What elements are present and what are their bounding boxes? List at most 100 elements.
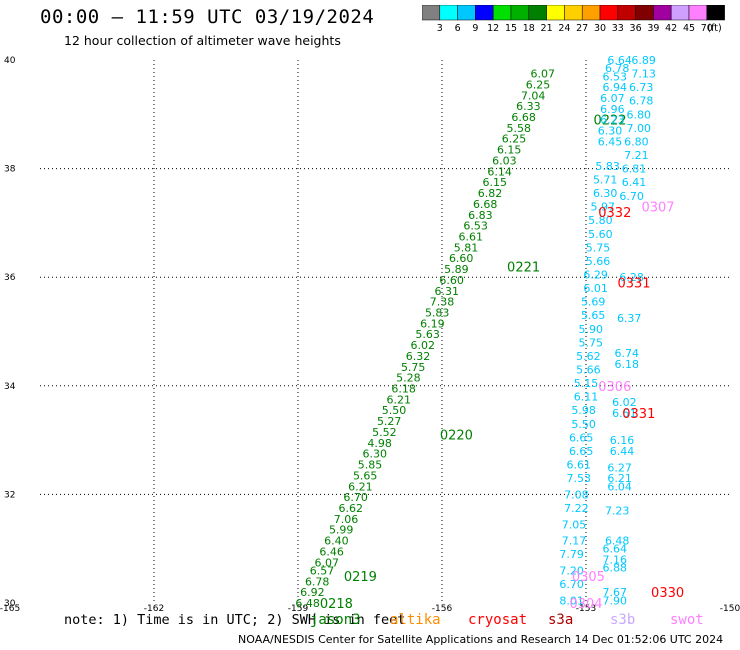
legend-item-jason3: jason3: [310, 612, 361, 628]
wave-height-point: 5.27: [377, 415, 402, 428]
pass-time-label: 0222: [593, 114, 626, 129]
x-tick-label: -150: [720, 604, 740, 612]
wave-height-point: 6.21: [607, 472, 632, 485]
wave-height-point: 7.38: [430, 296, 455, 309]
colorbar-tick-label: 45: [683, 23, 695, 34]
wave-height-point: 5.71: [593, 173, 618, 186]
wave-height-point: 6.32: [406, 350, 431, 363]
wave-height-point: 6.94: [603, 81, 628, 94]
wave-height-point: 7.22: [564, 502, 589, 515]
wave-height-point: 7.08: [564, 488, 589, 501]
wave-height-point: 7.17: [562, 535, 587, 548]
wave-height-point: 6.37: [617, 312, 642, 325]
wave-height-point: 5.28: [396, 372, 421, 385]
colorbar-tick-label: 24: [558, 23, 570, 34]
y-tick-label: 38: [4, 165, 16, 175]
legend-item-swot: swot: [670, 612, 704, 628]
wave-height-point: 6.30: [363, 448, 388, 461]
colorbar-tick-label: 15: [505, 23, 517, 34]
legend-item-s3a: s3a: [548, 612, 574, 628]
wave-height-point: 6.68: [511, 111, 536, 124]
wave-height-map: -165 -162 -159 -156 -153 -150 30 32 34 36 38 40 6.48…: [0, 54, 740, 612]
colorbar-tick-label: 21: [541, 23, 553, 34]
wave-height-point: 6.70: [559, 578, 584, 591]
wave-height-point: 6.25: [526, 78, 551, 91]
legend-item-s3b: s3b: [610, 612, 636, 628]
wave-height-point: 7.23: [605, 505, 630, 518]
wave-height-point: 6.40: [324, 535, 349, 548]
colorbar-tick-label: 9: [472, 23, 478, 34]
wave-height-point: 6.64: [607, 54, 632, 67]
pass-time-label: 0330: [651, 586, 684, 601]
colorbar-unit-label: (ft): [707, 23, 721, 34]
wave-height-point: 6.61: [567, 459, 592, 472]
wave-height-point: 6.18: [391, 383, 416, 396]
wave-height-point: 5.75: [401, 361, 426, 374]
x-tick-label: -159: [288, 604, 309, 612]
legend-item-altika: altika: [390, 612, 441, 628]
wave-height-point: 5.97: [591, 201, 616, 214]
wave-height-point: 5.83: [425, 306, 450, 319]
wave-height-point: 6.44: [610, 445, 635, 458]
colorbar-tick-label: 6: [455, 23, 461, 34]
wave-height-point: 5.81: [454, 241, 479, 254]
pass-time-label: 0331: [622, 407, 655, 422]
wave-height-point: 6.30: [598, 125, 623, 138]
wave-height-point: 5.63: [415, 328, 440, 341]
y-tick-label: 36: [4, 273, 16, 283]
wave-height-point: 6.57: [310, 564, 335, 577]
wave-height-point: 5.66: [576, 364, 601, 377]
wave-height-point: 5.65: [353, 469, 378, 482]
pass-time-label: 0218: [320, 597, 353, 612]
legend-item-cryosat: cryosat: [468, 612, 528, 628]
wave-height-point: 6.30: [593, 187, 618, 200]
pass-time-label: 0331: [617, 277, 650, 292]
pass-time-label: 0332: [598, 206, 631, 221]
wave-height-point: 7.67: [603, 586, 628, 599]
wave-height-point: 6.73: [629, 81, 654, 94]
wave-height-point: 7.16: [603, 554, 628, 567]
wave-height-point: 6.21: [387, 393, 412, 406]
wave-height-point: 6.28: [619, 271, 644, 284]
colorbar-tick-label: 12: [487, 23, 499, 34]
wave-height-point: 6.65: [569, 431, 594, 444]
wave-height-point: 6.29: [583, 268, 608, 281]
wave-height-point: 6.48: [295, 597, 320, 610]
wave-height-point: 6.80: [624, 135, 649, 148]
y-tick-label: 40: [4, 56, 16, 66]
wave-height-point: 6.83: [468, 209, 493, 222]
wave-height-point: 6.31: [435, 285, 460, 298]
chart-subtitle: 12 hour collection of altimeter wave hei…: [64, 33, 341, 48]
wave-height-point: 7.04: [521, 89, 546, 102]
wave-height-point: 6.51: [612, 407, 637, 420]
pass-time-label: 0220: [440, 429, 473, 444]
wave-height-point: 6.70: [619, 190, 644, 203]
wave-height-point: 7.53: [567, 472, 592, 485]
wave-height-point: 8.01: [559, 594, 584, 607]
wave-height-point: 5.58: [507, 122, 532, 135]
wave-height-point: 6.11: [574, 391, 599, 404]
wave-height-point: 6.45: [598, 135, 623, 148]
wave-height-point: 5.65: [581, 309, 606, 322]
wave-height-point: 6.07: [531, 68, 556, 81]
wave-height-point: 7.05: [562, 518, 587, 531]
wave-height-point: 5.99: [329, 524, 354, 537]
colorbar-tick-label: 36: [630, 23, 642, 34]
x-tick-label: -153: [576, 604, 596, 612]
y-tick-label: 30: [4, 599, 16, 609]
wave-height-point: 7.21: [624, 149, 649, 162]
wave-height-point: 6.60: [439, 274, 464, 287]
wave-height-point: 4.98: [367, 437, 392, 450]
wave-height-point: 6.16: [610, 434, 635, 447]
wave-height-point: 5.85: [358, 459, 383, 472]
pass-time-label: 0221: [507, 260, 540, 275]
x-tick-label: -165: [0, 604, 20, 612]
wave-height-point: 6.01: [583, 282, 608, 295]
x-tick-label: -156: [432, 604, 453, 612]
wave-height-point: 6.78: [305, 575, 330, 588]
y-tick-label: 32: [4, 490, 15, 500]
wave-height-point: 6.33: [516, 100, 541, 113]
wave-height-point: 7.13: [631, 68, 656, 81]
wave-height-point: 5.66: [586, 255, 611, 268]
wave-height-point: 5.50: [382, 404, 407, 417]
